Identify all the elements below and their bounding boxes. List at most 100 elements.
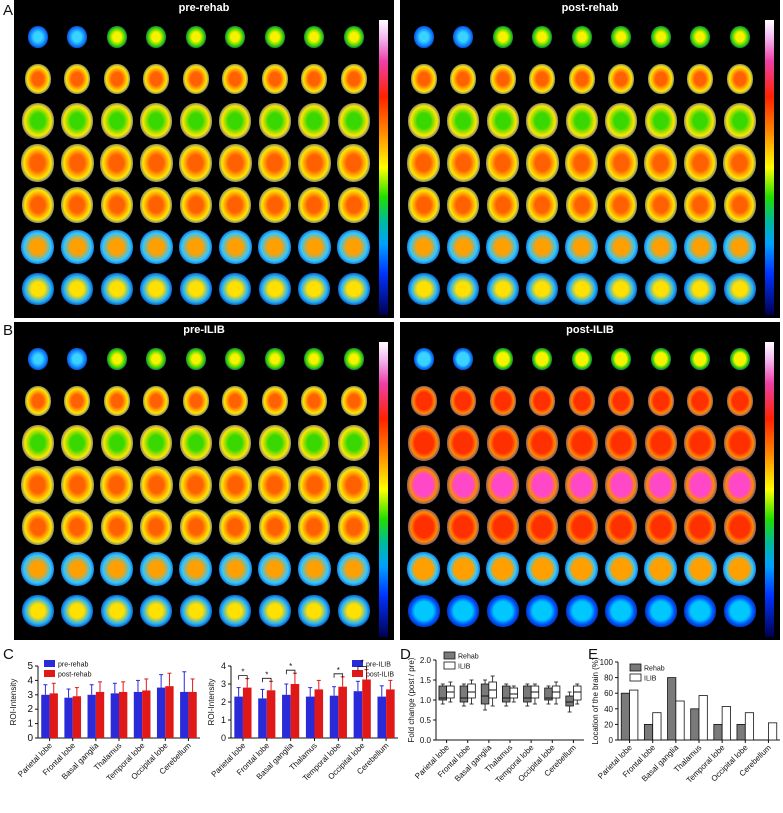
y-tick-label: 80: [604, 674, 613, 683]
brain-slice: [100, 187, 133, 223]
brain-slice: [258, 425, 291, 461]
brain-slice: [407, 187, 440, 223]
significance-star: *: [289, 662, 292, 671]
brain-slice: [605, 509, 638, 545]
brain-slice: [446, 466, 480, 504]
brain-slice: [297, 552, 331, 586]
y-tick-label: 1.5: [420, 676, 432, 685]
brain-slice: [486, 144, 520, 182]
brain-slice: [604, 552, 638, 586]
brain-slice: [179, 187, 212, 223]
y-tick-label: 3: [221, 679, 226, 689]
brain-slice: [486, 273, 519, 305]
box: [565, 695, 574, 707]
brain-slice: [644, 509, 677, 545]
legend-swatch: [44, 660, 55, 667]
brain-slice: [143, 64, 170, 94]
bar: [234, 696, 243, 738]
brain-slice: [644, 187, 677, 223]
bar: [95, 691, 105, 738]
y-tick-label: 2: [221, 697, 226, 707]
bar: [629, 689, 639, 741]
bar: [110, 693, 119, 738]
brain-slice: [453, 26, 474, 48]
significance-star: *: [241, 668, 244, 677]
brain-slice: [258, 466, 292, 504]
legend-label: pre-ILIB: [366, 662, 391, 669]
bar: [119, 691, 128, 738]
brain-slice: [723, 509, 756, 545]
significance-bracket: [333, 673, 344, 678]
brain-slice: [565, 187, 598, 223]
brain-slice: [100, 103, 133, 139]
brain-slice: [565, 273, 598, 305]
box: [459, 685, 469, 703]
brain-slice: [407, 144, 441, 182]
bar: [49, 693, 58, 738]
brain-slice: [337, 595, 370, 627]
brain-slice: [179, 595, 212, 627]
brain-slice: [447, 103, 480, 139]
color-scale-bar: [765, 20, 774, 315]
significance-bracket: [238, 675, 248, 680]
brain-slice: [60, 144, 94, 182]
brain-slice: [140, 103, 173, 139]
legend-swatch: [443, 651, 456, 660]
brain-slice: [225, 348, 246, 370]
brain-slice: [723, 552, 757, 586]
brain-slice: [571, 26, 592, 48]
brain-slice: [723, 103, 756, 139]
legend-swatch: [629, 663, 642, 672]
brain-slice: [106, 348, 127, 370]
scan-title: post-rehab: [561, 2, 619, 14]
brain-slice: [486, 103, 519, 139]
brain-slice: [526, 509, 559, 545]
panel-letter-b: B: [3, 322, 14, 339]
box: [509, 687, 519, 699]
significance-bracket: [285, 669, 296, 675]
significance-bracket: [262, 677, 272, 683]
brain-slice: [644, 595, 677, 627]
brain-slice: [297, 144, 331, 182]
color-scale-bar: [379, 342, 388, 637]
bar: [165, 686, 174, 738]
panel-letter-c: C: [3, 646, 14, 663]
brain-slice: [21, 509, 54, 545]
brain-slice: [525, 230, 559, 264]
brain-slice: [526, 103, 559, 139]
significance-bracket: [357, 666, 367, 671]
bar: [386, 689, 395, 738]
brain-slice: [103, 386, 130, 416]
brain-slice: [185, 348, 206, 370]
box: [480, 683, 490, 705]
brain-slice: [298, 509, 331, 545]
brain-slice: [486, 187, 519, 223]
y-axis-label: Fold change (post / pre): [407, 657, 416, 742]
brain-slice: [100, 509, 133, 545]
brain-slice: [723, 425, 756, 461]
y-tick-label: 2.0: [420, 656, 432, 665]
y-tick-label: 1: [27, 719, 33, 730]
brain-slice: [258, 595, 291, 627]
bar: [242, 687, 252, 738]
y-tick-label: 5: [27, 661, 33, 672]
brain-slice: [684, 187, 717, 223]
y-tick-label: 4: [27, 675, 33, 686]
brain-slice: [526, 273, 559, 305]
brain-slice: [258, 144, 292, 182]
y-axis-label: Location of the brain (%): [591, 657, 600, 744]
brain-slice: [690, 348, 711, 370]
scan-title: pre-rehab: [178, 2, 230, 14]
bar: [258, 698, 267, 738]
y-tick-label: 1.0: [420, 696, 432, 705]
y-tick-label: 0: [221, 733, 226, 743]
bar: [362, 679, 371, 738]
brain-slice: [27, 348, 48, 370]
bar: [736, 724, 746, 741]
brain-slice: [568, 386, 595, 416]
brain-slice: [146, 26, 167, 48]
bar: [643, 724, 654, 741]
brain-slice: [684, 425, 717, 461]
brain-slice: [486, 230, 520, 264]
